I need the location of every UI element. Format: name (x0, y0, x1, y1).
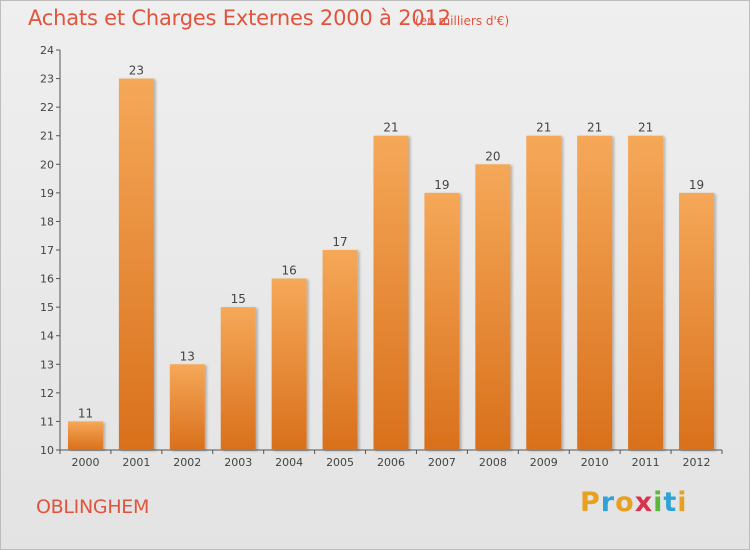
x-tick-label: 2001 (122, 456, 150, 469)
bar-2003 (220, 307, 256, 450)
bar-2004 (271, 278, 307, 450)
location-name: OBLINGHEM (36, 496, 150, 518)
y-tick-label: 12 (40, 387, 54, 400)
y-tick-label: 22 (40, 101, 54, 114)
brand-letter: P (580, 487, 601, 518)
chart-subtitle: (en milliers d'€) (415, 14, 510, 28)
y-tick-label: 17 (40, 244, 54, 257)
label-layer: 2000 11 2001 23 2002 13 2003 15 2004 16 2005 17 2006… (71, 64, 710, 469)
y-tick-label: 15 (40, 301, 54, 314)
brand-letter: r (600, 487, 616, 518)
y-tick-label: 11 (40, 415, 54, 428)
data-label: 19 (434, 178, 449, 192)
bar-2009 (526, 135, 562, 450)
x-tick-label: 2008 (479, 456, 507, 469)
y-tick-label: 24 (40, 44, 54, 57)
x-tick-label: 2003 (224, 456, 252, 469)
data-label: 17 (332, 235, 347, 249)
brand-letter: x (634, 487, 654, 518)
data-label: 19 (689, 178, 704, 192)
x-tick-label: 2006 (377, 456, 405, 469)
data-label: 11 (78, 406, 93, 420)
y-tick-label: 14 (40, 330, 54, 343)
bar-layer (67, 78, 715, 451)
data-label: 16 (282, 264, 297, 278)
bar-2001 (118, 78, 154, 451)
x-tick-label: 2005 (326, 456, 354, 469)
bar-2011 (628, 135, 664, 450)
x-tick-label: 2000 (71, 456, 99, 469)
brand-logo: Proxiti (580, 487, 688, 518)
data-label: 21 (638, 121, 653, 135)
x-tick-label: 2002 (173, 456, 201, 469)
x-tick-label: 2010 (581, 456, 609, 469)
x-tick-label: 2009 (530, 456, 558, 469)
brand-letter: t (663, 487, 678, 518)
y-tick-label: 21 (40, 130, 54, 143)
y-tick-label: 23 (40, 73, 54, 86)
x-tick-label: 2012 (683, 456, 711, 469)
brand-letter: i (653, 487, 664, 518)
data-label: 21 (587, 121, 602, 135)
bar-2006 (373, 135, 409, 450)
y-tick-label: 20 (40, 158, 54, 171)
bar-2005 (322, 250, 358, 450)
data-label: 21 (536, 121, 551, 135)
brand-letter: i (677, 487, 688, 518)
data-label: 21 (383, 121, 398, 135)
x-tick-label: 2004 (275, 456, 303, 469)
bar-2008 (475, 164, 511, 451)
y-tick-label: 16 (40, 273, 54, 286)
data-label: 23 (129, 64, 144, 78)
y-tick-label: 19 (40, 187, 54, 200)
bar-2002 (169, 364, 205, 450)
y-tick-label: 18 (40, 215, 54, 228)
y-tick-label: 10 (40, 444, 54, 457)
x-tick-label: 2007 (428, 456, 456, 469)
bar-2010 (577, 135, 613, 450)
y-tick-label: 13 (40, 358, 54, 371)
data-label: 20 (485, 149, 500, 163)
bar-2000 (67, 421, 103, 450)
brand-letter: o (615, 487, 635, 518)
data-label: 13 (180, 349, 195, 363)
bar-2012 (679, 192, 715, 450)
chart-title: Achats et Charges Externes 2000 à 2012 (28, 6, 451, 30)
bar-2007 (424, 192, 460, 450)
data-label: 15 (231, 292, 246, 306)
x-tick-label: 2011 (632, 456, 660, 469)
